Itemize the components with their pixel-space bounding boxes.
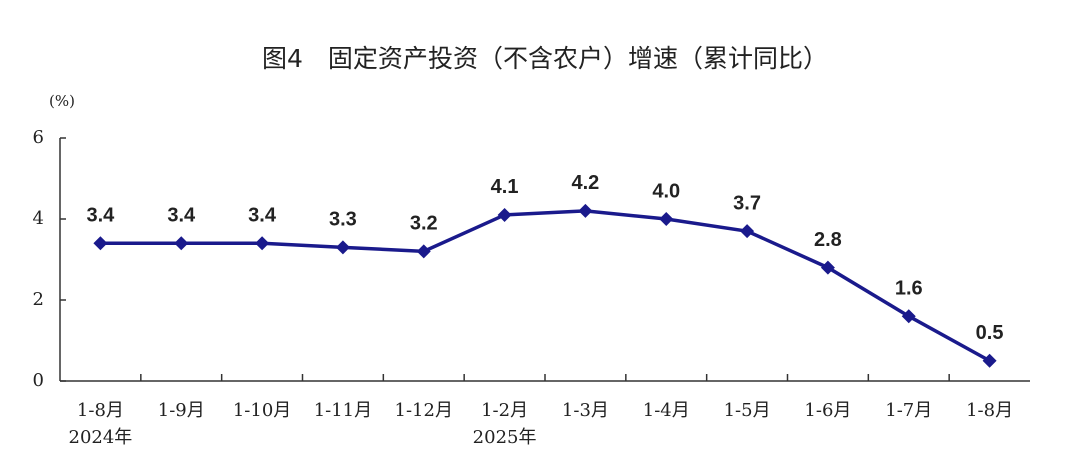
x-tick-label: 1-2月 bbox=[481, 400, 528, 421]
x-tick-label: 1-6月 bbox=[804, 400, 851, 421]
value-label: 3.4 bbox=[167, 205, 196, 227]
x-tick-label: 1-7月 bbox=[885, 400, 932, 421]
value-label: 2.8 bbox=[814, 229, 842, 251]
x-group-label: 2024年 bbox=[69, 427, 133, 448]
value-label: 3.2 bbox=[410, 213, 438, 235]
line bbox=[100, 209, 991, 363]
x-tick-label: 1-8月 bbox=[966, 400, 1013, 421]
marker bbox=[497, 207, 512, 222]
marker bbox=[740, 224, 755, 239]
marker bbox=[93, 236, 108, 251]
marker bbox=[659, 212, 674, 226]
x-tick-label: 1-5月 bbox=[724, 400, 771, 421]
marker bbox=[174, 236, 189, 251]
value-label: 3.4 bbox=[248, 205, 277, 227]
value-label: 4.1 bbox=[491, 176, 519, 198]
x-tick-label: 1-12月 bbox=[395, 400, 453, 421]
marker bbox=[578, 203, 593, 218]
y-tick-label: 4 bbox=[33, 208, 44, 229]
marker bbox=[820, 260, 835, 275]
value-label: 0.5 bbox=[976, 322, 1004, 344]
value-label: 3.7 bbox=[733, 192, 761, 214]
chart-title: 图4 固定资产投资（不含农户）增速（累计同比） bbox=[262, 44, 828, 73]
value-label: 4.2 bbox=[572, 172, 600, 194]
marker bbox=[335, 240, 350, 255]
marker bbox=[982, 353, 997, 368]
value-label: 3.4 bbox=[87, 205, 116, 227]
x-tick-label: 1-8月 bbox=[77, 400, 124, 421]
value-label: 1.6 bbox=[895, 277, 923, 299]
x-tick-label: 1-11月 bbox=[314, 400, 372, 421]
y-tick-label: 2 bbox=[33, 289, 44, 310]
x-tick-label: 1-3月 bbox=[562, 400, 609, 421]
value-label: 3.3 bbox=[329, 209, 357, 231]
marker bbox=[255, 236, 270, 251]
x-tick-label: 1-4月 bbox=[643, 400, 690, 421]
x-tick-label: 1-9月 bbox=[158, 400, 205, 421]
x-tick-label: 1-10月 bbox=[233, 400, 291, 421]
x-group-label: 2025年 bbox=[473, 427, 537, 448]
marker bbox=[416, 244, 431, 259]
marker bbox=[901, 309, 916, 324]
value-label: 4.0 bbox=[652, 180, 680, 202]
y-tick-label: 6 bbox=[33, 127, 44, 148]
y-tick-label: 0 bbox=[33, 370, 44, 391]
y-axis-label: (%) bbox=[49, 92, 75, 110]
